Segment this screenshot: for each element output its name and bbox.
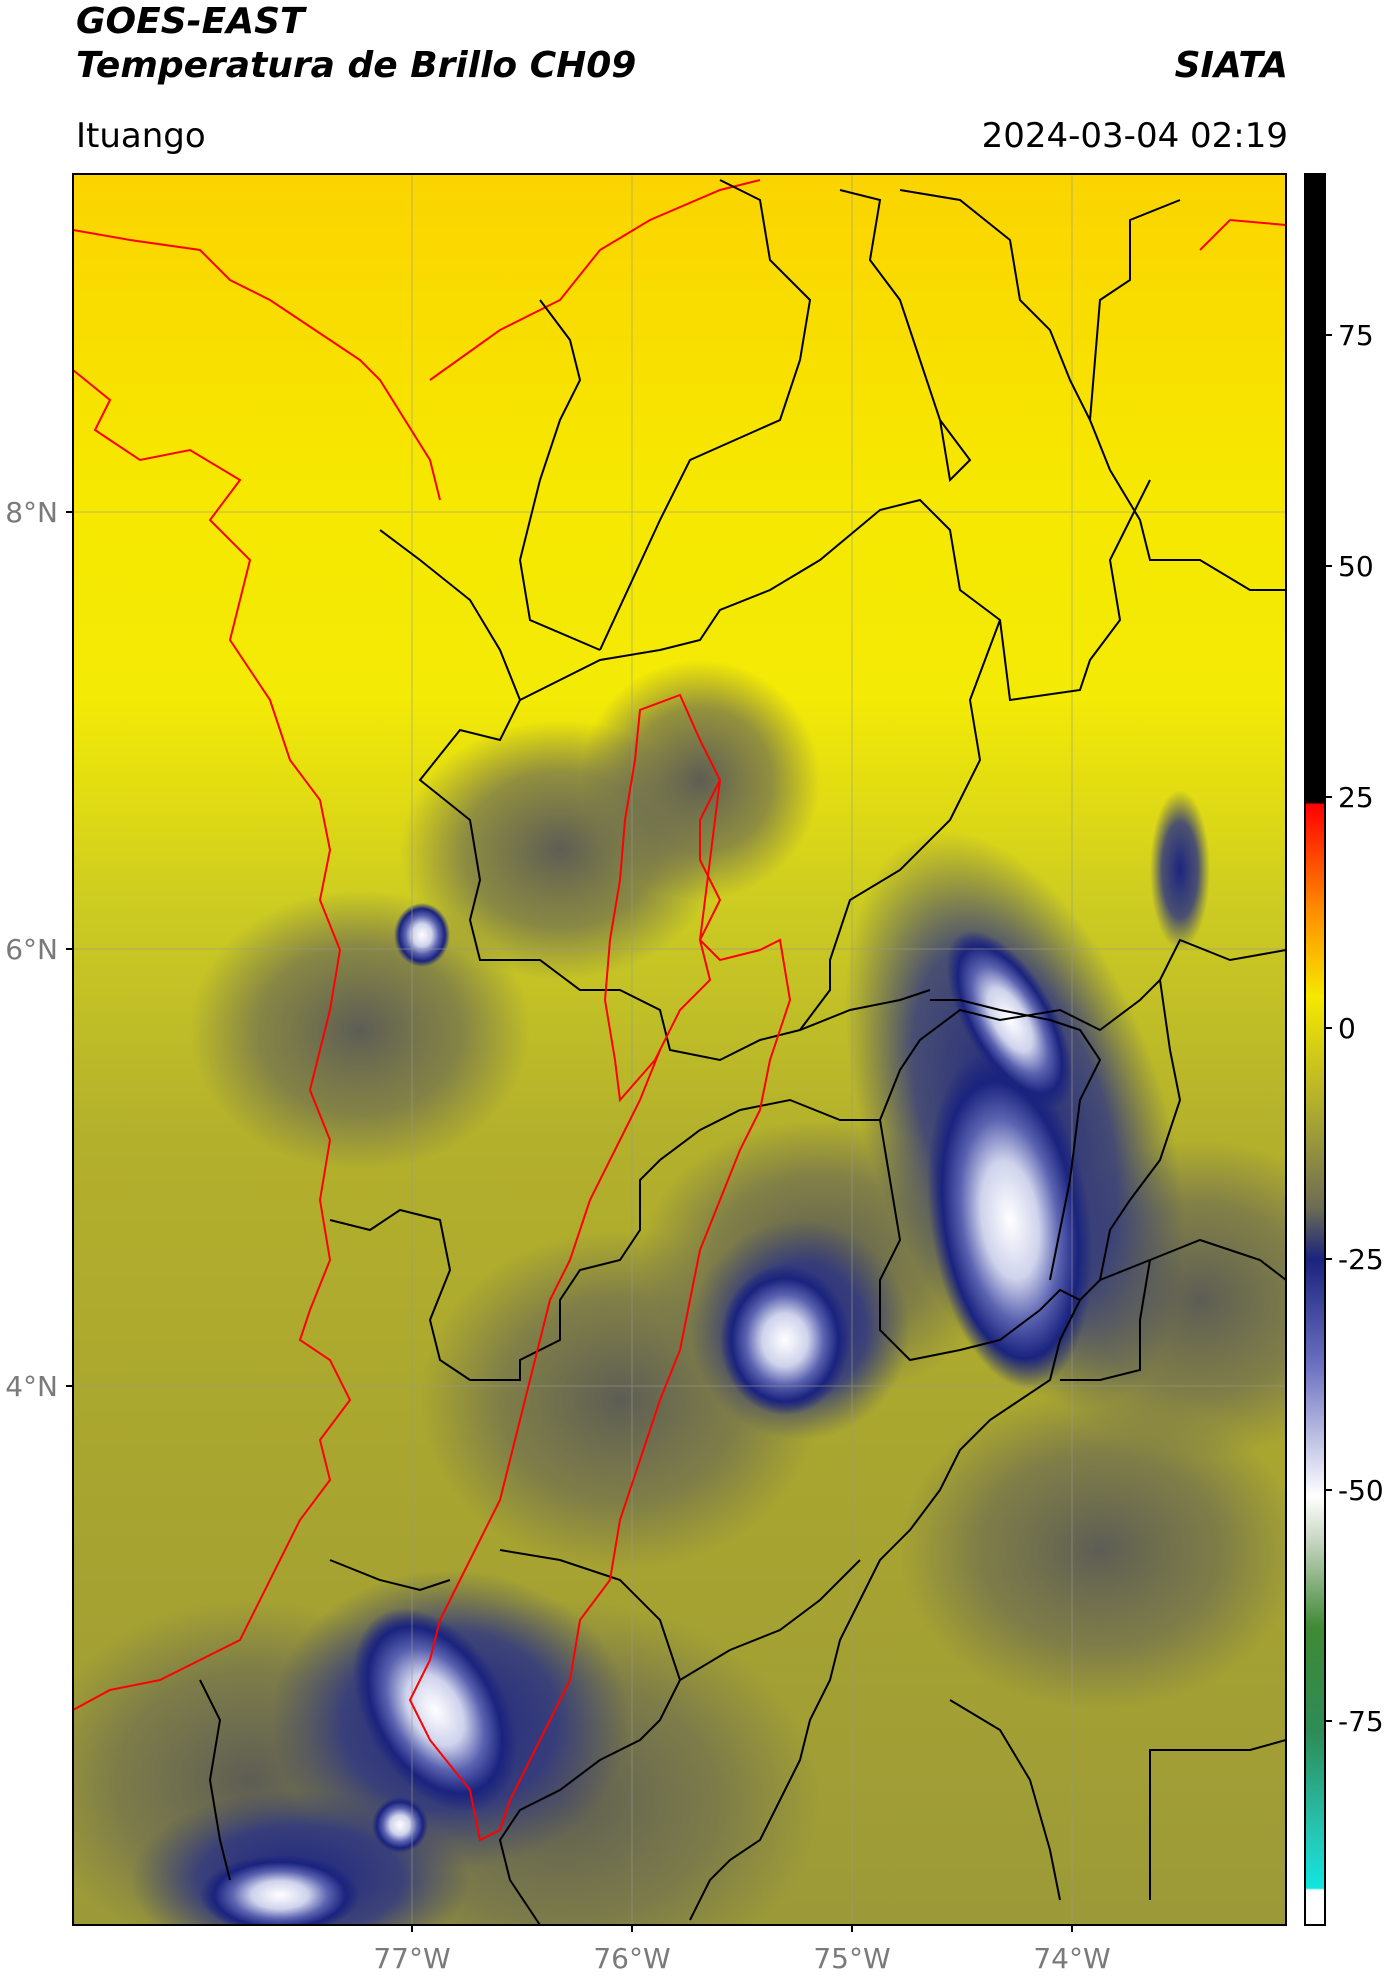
lon-label-74w: 74°W: [1033, 1942, 1110, 1975]
lon-label-76w: 76°W: [593, 1942, 670, 1975]
lat-labels: 8°N 6°N 4°N: [5, 496, 58, 1403]
colorbar-label-minus25: -25: [1338, 1243, 1384, 1276]
colorbar-label-minus50: -50: [1338, 1474, 1384, 1507]
agency-label: SIATA: [1174, 45, 1288, 86]
map-frame: [72, 173, 1287, 1926]
brightness-temperature-field: [73, 174, 1286, 1925]
boundaries: [199, 179, 1286, 1925]
satellite-title: GOES-EAST: [76, 1, 305, 42]
lat-label-8n: 8°N: [5, 496, 58, 529]
colorbar-label-75: 75: [1338, 319, 1374, 352]
colorbar-label-0: 0: [1338, 1012, 1356, 1045]
cauca-river-corridor: [408, 779, 792, 1842]
coastline: [73, 369, 352, 1711]
colorbar-label-minus75: -75: [1338, 1705, 1384, 1738]
colorbar-label-25: 25: [1338, 781, 1374, 814]
lat-ticks: [66, 511, 73, 1387]
lat-label-4n: 4°N: [5, 1370, 58, 1403]
colorbar: 75 50 25 0 -25 -50 -75: [1304, 173, 1384, 1926]
lat-label-6n: 6°N: [5, 933, 58, 966]
lon-ticks: [411, 1925, 1073, 1932]
lon-label-77w: 77°W: [373, 1942, 450, 1975]
lon-label-75w: 75°W: [813, 1942, 890, 1975]
timestamp: 2024-03-04 02:19: [981, 116, 1288, 156]
graticule: [73, 174, 1286, 1925]
lon-labels: 77°W 76°W 75°W 74°W: [373, 1942, 1110, 1975]
region-label: Ituango: [76, 116, 206, 156]
colorbar-label-50: 50: [1338, 550, 1374, 583]
colorbar-gradient: [1304, 173, 1326, 1926]
product-title: Temperatura de Brillo CH09: [76, 45, 637, 86]
coastline-north: [73, 179, 1286, 501]
